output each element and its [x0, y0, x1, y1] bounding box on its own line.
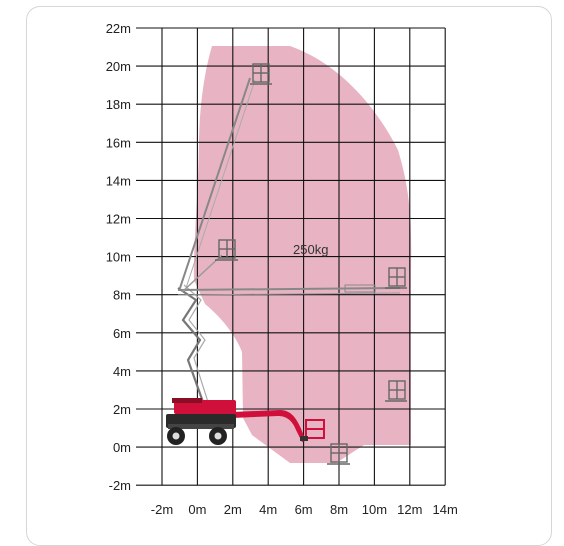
x-tick-label: 6m — [295, 502, 313, 517]
basket-top — [250, 63, 272, 85]
y-tick-label: 0m — [113, 440, 131, 455]
y-tick-label: -2m — [109, 478, 131, 493]
y-tick-label: 2m — [113, 402, 131, 417]
boom-cylinder — [344, 284, 376, 293]
y-tick-label: 12m — [106, 212, 131, 227]
basket-stowed — [300, 419, 325, 441]
x-tick-label: 4m — [259, 502, 277, 517]
basket-right-high — [385, 267, 407, 289]
raised-boom — [179, 77, 251, 289]
wheel-left-hub — [172, 432, 180, 440]
working-envelope — [193, 46, 412, 463]
load-capacity-label: 250kg — [293, 242, 328, 257]
x-tick-label: 8m — [330, 502, 348, 517]
y-tick-label: 16m — [106, 135, 131, 150]
tilted-boom — [181, 254, 223, 293]
lower-boom-inner — [183, 284, 209, 403]
y-tick-label: 10m — [106, 250, 131, 265]
y-tick-label: 22m — [106, 21, 131, 36]
basket-right-low — [385, 380, 407, 402]
chassis-lower — [168, 424, 234, 429]
y-tick-label: 20m — [106, 59, 131, 74]
wheel-right-hub — [214, 432, 222, 440]
horizontal-boom-edge — [177, 292, 401, 296]
grid — [136, 27, 446, 486]
y-tick-label: 4m — [113, 364, 131, 379]
x-tick-label: 14m — [433, 502, 458, 517]
basket-bottom — [327, 443, 350, 465]
stowed-boom — [232, 410, 308, 442]
y-tick-label: 8m — [113, 288, 131, 303]
y-tick-label: 18m — [106, 97, 131, 112]
x-tick-label: 12m — [397, 502, 422, 517]
basket-mid-left — [215, 239, 238, 261]
raised-boom-edge — [185, 79, 256, 289]
x-axis-labels: -2m 0m 2m 4m 6m 8m 10m 12m 14m — [151, 502, 458, 517]
y-tick-label: 6m — [113, 326, 131, 341]
y-tick-label: 14m — [106, 173, 131, 188]
y-axis-labels: 22m 20m 18m 16m 14m 12m 10m 8m 6m 4m 2m 0m -2m — [106, 21, 131, 493]
turntable-top — [172, 398, 202, 403]
boom-lift-illustration — [166, 63, 407, 465]
horizontal-boom — [177, 287, 401, 291]
x-tick-label: -2m — [151, 502, 173, 517]
lower-boom — [177, 287, 205, 403]
x-tick-label: 2m — [224, 502, 242, 517]
x-tick-label: 10m — [362, 502, 387, 517]
x-tick-label: 0m — [188, 502, 206, 517]
turntable — [174, 400, 236, 414]
